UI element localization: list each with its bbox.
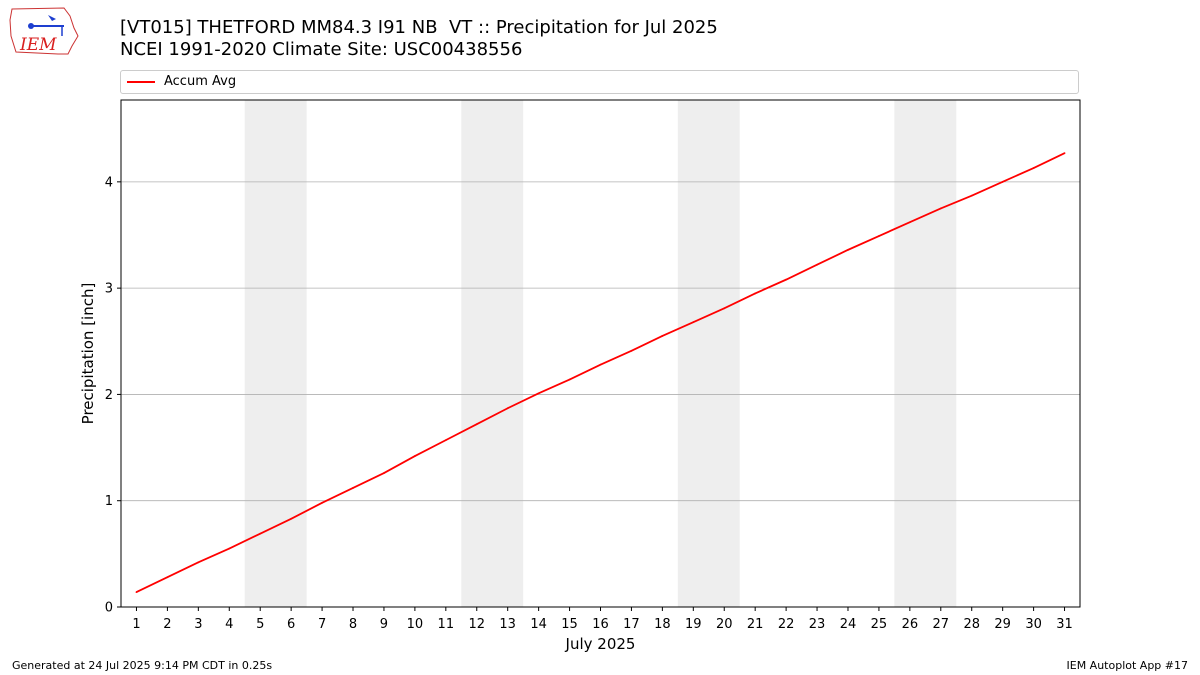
weekend-shade-1	[244, 100, 307, 607]
x-tick-label-20: 20	[716, 617, 733, 632]
data-point-day-27	[939, 207, 942, 210]
data-point-day-6	[290, 517, 293, 520]
x-tick-label-1: 1	[132, 617, 140, 632]
y-tick-label-4: 4	[105, 175, 113, 190]
data-point-day-31	[1063, 152, 1066, 155]
x-tick-label-31: 31	[1056, 617, 1073, 632]
x-tick-label-24: 24	[840, 617, 857, 632]
data-point-day-23	[816, 263, 818, 266]
x-tick-label-28: 28	[963, 617, 980, 632]
data-point-day-7	[321, 501, 323, 504]
x-tick-label-29: 29	[994, 617, 1011, 632]
svg-text:IEM: IEM	[19, 35, 57, 55]
data-point-day-15	[568, 378, 571, 381]
x-tick-label-22: 22	[778, 617, 795, 632]
x-tick-label-7: 7	[318, 617, 326, 632]
y-tick-label-1: 1	[105, 494, 113, 509]
x-axis-label: July 2025	[565, 635, 636, 653]
x-tick-label-6: 6	[287, 617, 295, 632]
data-point-day-13	[506, 407, 509, 410]
x-tick-label-23: 23	[809, 617, 826, 632]
x-tick-label-17: 17	[623, 617, 640, 632]
data-point-day-10	[413, 455, 416, 457]
data-point-day-12	[475, 423, 478, 426]
data-point-day-29	[1001, 180, 1004, 183]
x-tick-label-2: 2	[163, 617, 171, 632]
data-point-day-4	[228, 547, 231, 550]
data-point-day-22	[785, 278, 788, 281]
data-point-day-26	[908, 221, 911, 224]
legend-label-accum-avg: Accum Avg	[164, 74, 237, 89]
app-label: IEM Autoplot App #17	[1066, 659, 1189, 672]
x-tick-label-12: 12	[468, 617, 485, 632]
x-tick-label-25: 25	[871, 617, 888, 632]
data-point-day-19	[692, 321, 695, 324]
chart-subtitle: NCEI 1991-2020 Climate Site: USC00438556	[120, 39, 523, 60]
weekend-shade-4	[894, 100, 957, 607]
data-point-day-11	[444, 439, 447, 442]
x-tick-label-16: 16	[592, 617, 609, 632]
data-point-day-16	[599, 363, 602, 366]
data-point-day-9	[383, 472, 385, 474]
x-tick-label-13: 13	[499, 617, 516, 632]
x-tick-label-15: 15	[561, 617, 578, 632]
y-axis-label: Precipitation [inch]	[79, 283, 97, 425]
data-point-day-20	[723, 307, 726, 310]
weekend-shade-2	[461, 100, 524, 607]
legend: Accum Avg	[120, 70, 1079, 94]
data-point-day-18	[661, 335, 664, 337]
data-point-day-2	[166, 576, 169, 579]
x-tick-label-9: 9	[380, 617, 388, 632]
x-tick-label-10: 10	[407, 617, 424, 632]
legend-swatch-accum-avg	[127, 81, 155, 83]
data-point-day-3	[197, 561, 200, 564]
x-tick-label-30: 30	[1025, 617, 1042, 632]
y-tick-label-2: 2	[105, 388, 113, 403]
chart-title: [VT015] THETFORD MM84.3 I91 NB VT :: Pre…	[120, 17, 718, 38]
data-point-day-21	[754, 292, 757, 295]
iem-logo-icon: IEM	[9, 7, 79, 55]
data-point-day-8	[352, 487, 354, 489]
data-point-day-25	[878, 235, 880, 237]
x-tick-label-4: 4	[225, 617, 233, 632]
data-point-day-30	[1032, 167, 1035, 169]
weekend-shade-3	[677, 100, 740, 607]
data-point-day-17	[630, 349, 633, 352]
x-tick-label-18: 18	[654, 617, 671, 632]
iem-logo: IEM	[8, 6, 80, 58]
y-tick-label-0: 0	[105, 601, 113, 616]
x-tick-label-27: 27	[933, 617, 950, 632]
generated-timestamp: Generated at 24 Jul 2025 9:14 PM CDT in …	[12, 659, 273, 672]
data-point-day-5	[259, 532, 262, 535]
data-point-day-28	[970, 194, 973, 197]
x-tick-label-5: 5	[256, 617, 264, 632]
data-point-day-24	[847, 248, 849, 251]
x-tick-label-21: 21	[747, 617, 764, 632]
x-tick-label-14: 14	[530, 617, 547, 632]
x-tick-label-8: 8	[349, 617, 357, 632]
y-tick-label-3: 3	[105, 282, 113, 297]
x-tick-label-3: 3	[194, 617, 202, 632]
data-point-day-14	[537, 392, 540, 395]
data-point-day-1	[135, 591, 138, 594]
x-tick-label-26: 26	[902, 617, 919, 632]
x-tick-label-11: 11	[438, 617, 455, 632]
x-tick-label-19: 19	[685, 617, 702, 632]
